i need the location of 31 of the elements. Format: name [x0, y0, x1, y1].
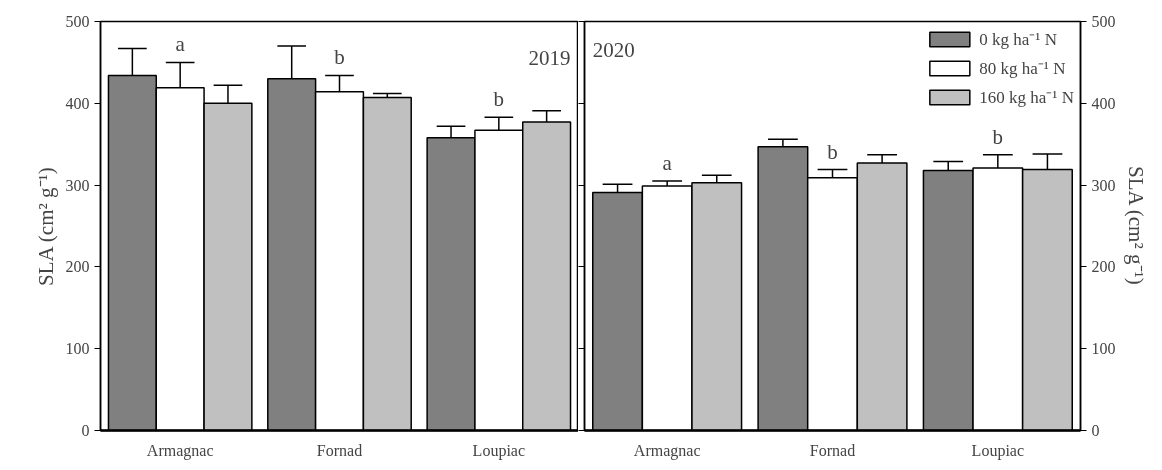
legend-label: 80 kg ha⁻¹ N	[979, 58, 1066, 79]
y-tick-label: 400	[65, 94, 90, 112]
y-tick-label: 100	[65, 340, 90, 358]
annotation: a	[662, 151, 673, 176]
annotation: b	[334, 45, 345, 70]
text: 2019	[528, 46, 571, 71]
text: 2020	[592, 38, 635, 63]
y2-tick-label: 0	[1091, 422, 1100, 439]
y-axis-title: SLA (cm² g⁻¹)	[33, 167, 58, 286]
x-tick-label: Fornad	[809, 441, 856, 459]
y2-axis-title: SLA (cm² g⁻¹)	[1123, 166, 1148, 285]
annotation: b	[493, 87, 505, 112]
annotation: b	[827, 139, 838, 164]
x-tick-label: Armagnac	[633, 441, 701, 460]
legend-label: 160 kg ha⁻¹ N	[979, 87, 1074, 108]
y2-tick-label: 400	[1091, 94, 1116, 112]
x-tick-label: Loupiac	[971, 441, 1025, 460]
annotation: b	[992, 124, 1004, 149]
legend-label: 0 kg ha⁻¹ N	[979, 29, 1057, 50]
x-tick-label: Fornad	[316, 441, 363, 459]
y-tick-label: 500	[65, 13, 90, 30]
x-tick-label: Armagnac	[146, 441, 214, 460]
y2-tick-label: 300	[1091, 176, 1116, 194]
x-tick-label: Loupiac	[472, 441, 526, 460]
y-tick-label: 200	[65, 258, 90, 276]
y2-tick-label: 500	[1091, 13, 1116, 30]
y-tick-label: 300	[65, 176, 90, 194]
y2-tick-label: 200	[1091, 258, 1116, 276]
y2-tick-label: 100	[1091, 340, 1116, 358]
annotation: a	[175, 32, 186, 57]
y-tick-label: 0	[81, 422, 90, 439]
